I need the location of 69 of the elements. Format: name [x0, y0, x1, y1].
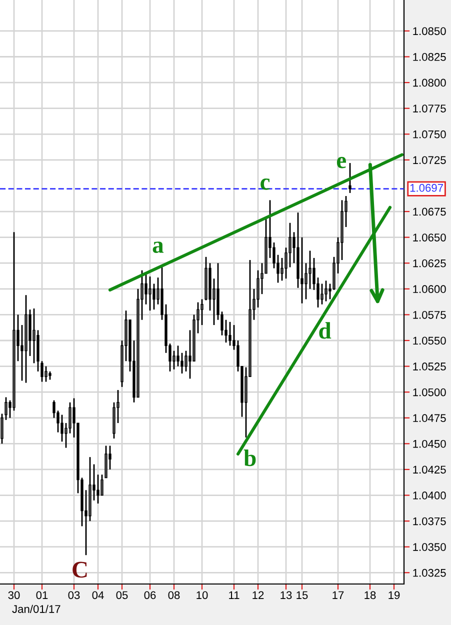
candlestick: [300, 236, 304, 304]
y-tick-label: 1.0850: [413, 27, 446, 36]
y-tick-label: 1.0375: [413, 517, 446, 526]
x-tick-label: 11: [229, 591, 240, 599]
candlestick: [0, 413, 4, 444]
y-tick-label: 1.0500: [413, 388, 446, 396]
candlestick: [324, 280, 328, 302]
annotation: d: [319, 322, 332, 339]
x-tick-label: 01: [36, 591, 48, 600]
candlestick: [152, 283, 156, 310]
y-tick-label: 1.0725: [413, 156, 446, 164]
annotation: C: [72, 562, 87, 578]
candlestick: [308, 250, 312, 290]
candlestick: [44, 366, 48, 382]
x-tick-label: 12: [252, 591, 264, 599]
x-tick-label: 10: [196, 591, 208, 600]
y-tick-label: 1.0400: [413, 492, 446, 500]
y-tick-label: 1.0675: [413, 208, 446, 216]
y-tick-label: 1.0775: [413, 104, 446, 112]
y-tick-label: 1.0650: [413, 234, 446, 242]
y-tick-label: 1.0575: [413, 310, 446, 319]
candlestick: [348, 162, 352, 194]
candlestick: [148, 276, 152, 312]
candlestick: [104, 445, 108, 478]
y-tick-label: 1.0350: [413, 543, 446, 551]
candlestick: [256, 270, 260, 308]
y-tick-label: 1.0425: [413, 466, 446, 474]
x-tick-label: 15: [296, 591, 308, 600]
x-tick-label: 05: [116, 591, 128, 600]
annotation: a: [152, 242, 164, 253]
y-tick-label: 1.0750: [413, 130, 446, 138]
candlestick: [4, 396, 8, 421]
x-tick-label: 18: [364, 591, 376, 600]
y-tick-label: 1.0600: [413, 285, 446, 294]
y-tick-label: 1.0625: [413, 259, 446, 268]
ref-line-label: 1.0697: [410, 184, 443, 192]
candlestick: [40, 360, 44, 382]
x-tick-label: 06: [144, 591, 156, 600]
y-tick-label: 1.0325: [413, 568, 446, 577]
candlestick: [180, 352, 184, 374]
x-tick-label: 08: [168, 591, 180, 600]
candlestick: [68, 402, 72, 434]
text: Jan/01/17: [12, 604, 60, 613]
y-tick-label: 1.0825: [413, 53, 446, 61]
x-tick-label: 13: [280, 591, 292, 600]
candlestick: [320, 283, 324, 306]
candlestick: [96, 474, 100, 504]
candlestick: [304, 262, 308, 300]
candlestick: [184, 350, 188, 372]
annotation: b: [244, 449, 256, 466]
y-tick-label: 1.0550: [413, 336, 446, 345]
annotation: c: [260, 178, 270, 190]
candlestick: [288, 222, 292, 268]
x-tick-label: 04: [92, 591, 104, 600]
candlestick: [100, 474, 104, 496]
y-tick-label: 1.0800: [413, 78, 446, 87]
y-tick-label: 1.0450: [413, 440, 446, 448]
x-tick-label: 30: [8, 591, 20, 600]
y-tick-label: 1.0475: [413, 414, 446, 422]
candlestick: [60, 414, 64, 442]
x-tick-label: 17: [332, 591, 344, 599]
annotation: e: [336, 156, 346, 168]
candlestick: [32, 308, 36, 364]
x-tick-label: 19: [388, 591, 400, 600]
candlestick: [176, 344, 180, 367]
x-tick-label: 03: [68, 591, 80, 600]
y-tick-label: 1.0525: [413, 362, 446, 370]
candlestick: [200, 298, 204, 326]
candlestick: [228, 321, 232, 346]
